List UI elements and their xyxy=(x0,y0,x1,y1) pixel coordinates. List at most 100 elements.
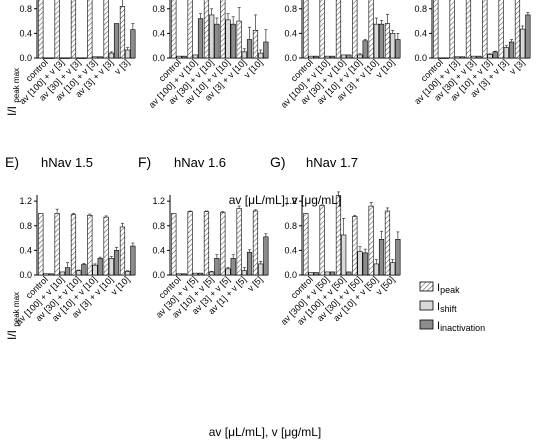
y-tick-label: 1.2 xyxy=(284,196,297,206)
legend-swatch-peak xyxy=(419,281,434,292)
bar-iinactivation xyxy=(246,251,253,276)
bar-iinactivation xyxy=(362,252,368,276)
y-tick-label: 0.8 xyxy=(19,4,32,14)
bar-ipeak xyxy=(87,215,93,276)
bar-iinactivation xyxy=(346,54,352,59)
bar-ipeak xyxy=(335,195,342,276)
bar-ipeak xyxy=(319,205,325,276)
bar-ipeak xyxy=(70,0,77,59)
bar-ipeak xyxy=(236,20,242,59)
bar-iinactivation xyxy=(459,56,466,59)
bar-ipeak xyxy=(70,214,77,276)
y-tick-label: 0.4 xyxy=(19,245,32,255)
panel-title: hNav 1.7 xyxy=(306,155,358,170)
bar-ishift xyxy=(438,57,444,59)
bar-ishift xyxy=(324,271,330,276)
bar-ipeak xyxy=(103,0,109,59)
bar-ishift xyxy=(43,273,49,276)
bar-iinactivation xyxy=(230,258,236,276)
bar-ishift xyxy=(308,55,314,59)
bar-ipeak xyxy=(54,0,60,59)
bar-ipeak xyxy=(54,213,60,276)
bar-ishift xyxy=(192,54,198,59)
bar-ipeak xyxy=(449,0,455,59)
bar-ipeak xyxy=(236,208,242,276)
bar-ipeak xyxy=(303,213,309,276)
bar-iinactivation xyxy=(81,57,87,59)
bar-ishift xyxy=(471,55,477,59)
bar-ishift xyxy=(209,14,215,59)
bar-iinactivation xyxy=(263,41,269,59)
y-tick-label: 1.2 xyxy=(152,196,165,206)
bar-ishift xyxy=(59,57,65,59)
legend-label-peak: Ipeak xyxy=(437,282,460,295)
bar-ipeak xyxy=(38,0,44,59)
bar-ishift xyxy=(76,270,82,276)
bar-ishift xyxy=(258,52,264,59)
bar-iinactivation xyxy=(329,55,336,59)
bar-ipeak xyxy=(352,0,358,59)
panel-letter: G) xyxy=(270,154,286,170)
category-label: v [10] xyxy=(374,57,397,80)
legend-swatch-inactivation xyxy=(419,319,434,330)
bar-ishift xyxy=(176,273,182,276)
bar-iinactivation xyxy=(97,258,103,276)
bar-ipeak xyxy=(87,0,93,59)
bar-ishift xyxy=(92,264,98,276)
bar-ishift xyxy=(308,272,314,276)
y-tick-label: 1.2 xyxy=(19,196,32,206)
bar-ipeak xyxy=(465,0,472,59)
y-tick-label: 0.0 xyxy=(152,53,165,63)
bar-ishift xyxy=(76,57,82,59)
bar-iinactivation xyxy=(525,14,531,59)
bar-ipeak xyxy=(220,0,226,59)
bar-iinactivation xyxy=(476,55,482,59)
bar-ishift xyxy=(59,271,65,276)
bar-ishift xyxy=(125,49,131,59)
category-label: v [5] xyxy=(245,274,264,293)
bar-ishift xyxy=(92,56,98,59)
bar-iinactivation xyxy=(48,57,54,59)
bar-iinactivation xyxy=(197,18,204,59)
category-label: v [10] xyxy=(242,57,265,80)
bar-ishift xyxy=(209,271,215,276)
y-tick-label: 0.4 xyxy=(284,28,297,38)
bar-ishift xyxy=(125,271,131,276)
bar-ipeak xyxy=(433,0,439,59)
bar-ishift xyxy=(241,270,247,276)
bar-ishift xyxy=(43,57,49,59)
category-label: v [50] xyxy=(374,274,397,297)
bar-ipeak xyxy=(220,211,226,276)
svg-text:I/I peak max: I/I peak max xyxy=(5,292,21,340)
bar-iinactivation xyxy=(246,39,253,59)
panel-title: hNav 1.6 xyxy=(174,155,226,170)
bar-iinactivation xyxy=(313,272,319,276)
bar-iinactivation xyxy=(113,23,120,59)
y-tick-label: 0.8 xyxy=(152,221,165,231)
bar-ishift xyxy=(454,56,460,59)
y-tick-label: 0.8 xyxy=(284,221,297,231)
bar-iinactivation xyxy=(378,23,385,59)
y-tick-label: 0.0 xyxy=(19,270,32,280)
bar-ishift xyxy=(503,47,509,59)
bar-ipeak xyxy=(252,30,259,59)
bar-ipeak xyxy=(187,211,193,276)
bar-ishift xyxy=(225,268,231,276)
bar-iinactivation xyxy=(181,55,187,59)
bar-ipeak xyxy=(203,211,210,276)
bar-iinactivation xyxy=(313,55,319,59)
bar-ipeak xyxy=(38,213,44,276)
bar-iinactivation xyxy=(362,40,368,59)
bar-ipeak xyxy=(498,0,504,59)
bar-ishift xyxy=(373,23,379,59)
y-tick-label: 0.8 xyxy=(152,4,165,14)
bar-ishift xyxy=(108,52,114,59)
panel-title: hNav 1.5 xyxy=(41,155,93,170)
y-tick-label: 0.4 xyxy=(19,28,32,38)
